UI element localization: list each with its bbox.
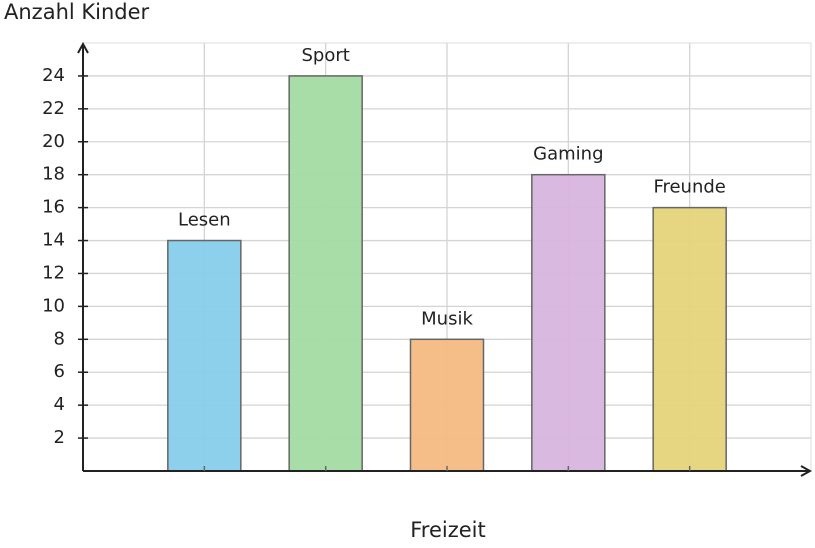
bar <box>288 75 363 472</box>
bar-label: Gaming <box>533 144 603 165</box>
y-tick-label: 6 <box>54 361 65 382</box>
y-tick-label: 12 <box>42 262 65 283</box>
y-tick-label: 2 <box>54 427 65 448</box>
y-tick-label: 10 <box>42 295 65 316</box>
bar <box>652 206 727 472</box>
bar-label: Sport <box>302 45 350 66</box>
bar-label: Freunde <box>653 177 725 198</box>
bar-label: Lesen <box>178 210 231 231</box>
y-tick-label: 8 <box>54 328 65 349</box>
y-tick-label: 16 <box>42 197 65 218</box>
x-axis-title: Freizeit <box>410 518 486 542</box>
y-tick-label: 22 <box>42 98 65 119</box>
bars <box>167 75 727 472</box>
bar <box>167 239 242 472</box>
y-tick-label: 20 <box>42 131 65 152</box>
y-tick-label: 24 <box>42 65 65 86</box>
bar <box>409 338 485 472</box>
y-tick-label: 4 <box>54 394 65 415</box>
bar-label: Musik <box>421 308 473 329</box>
y-tick-label: 18 <box>42 164 65 185</box>
y-tick-label: 14 <box>42 230 65 251</box>
y-axis-title: Anzahl Kinder <box>4 0 150 24</box>
bar <box>531 173 606 472</box>
